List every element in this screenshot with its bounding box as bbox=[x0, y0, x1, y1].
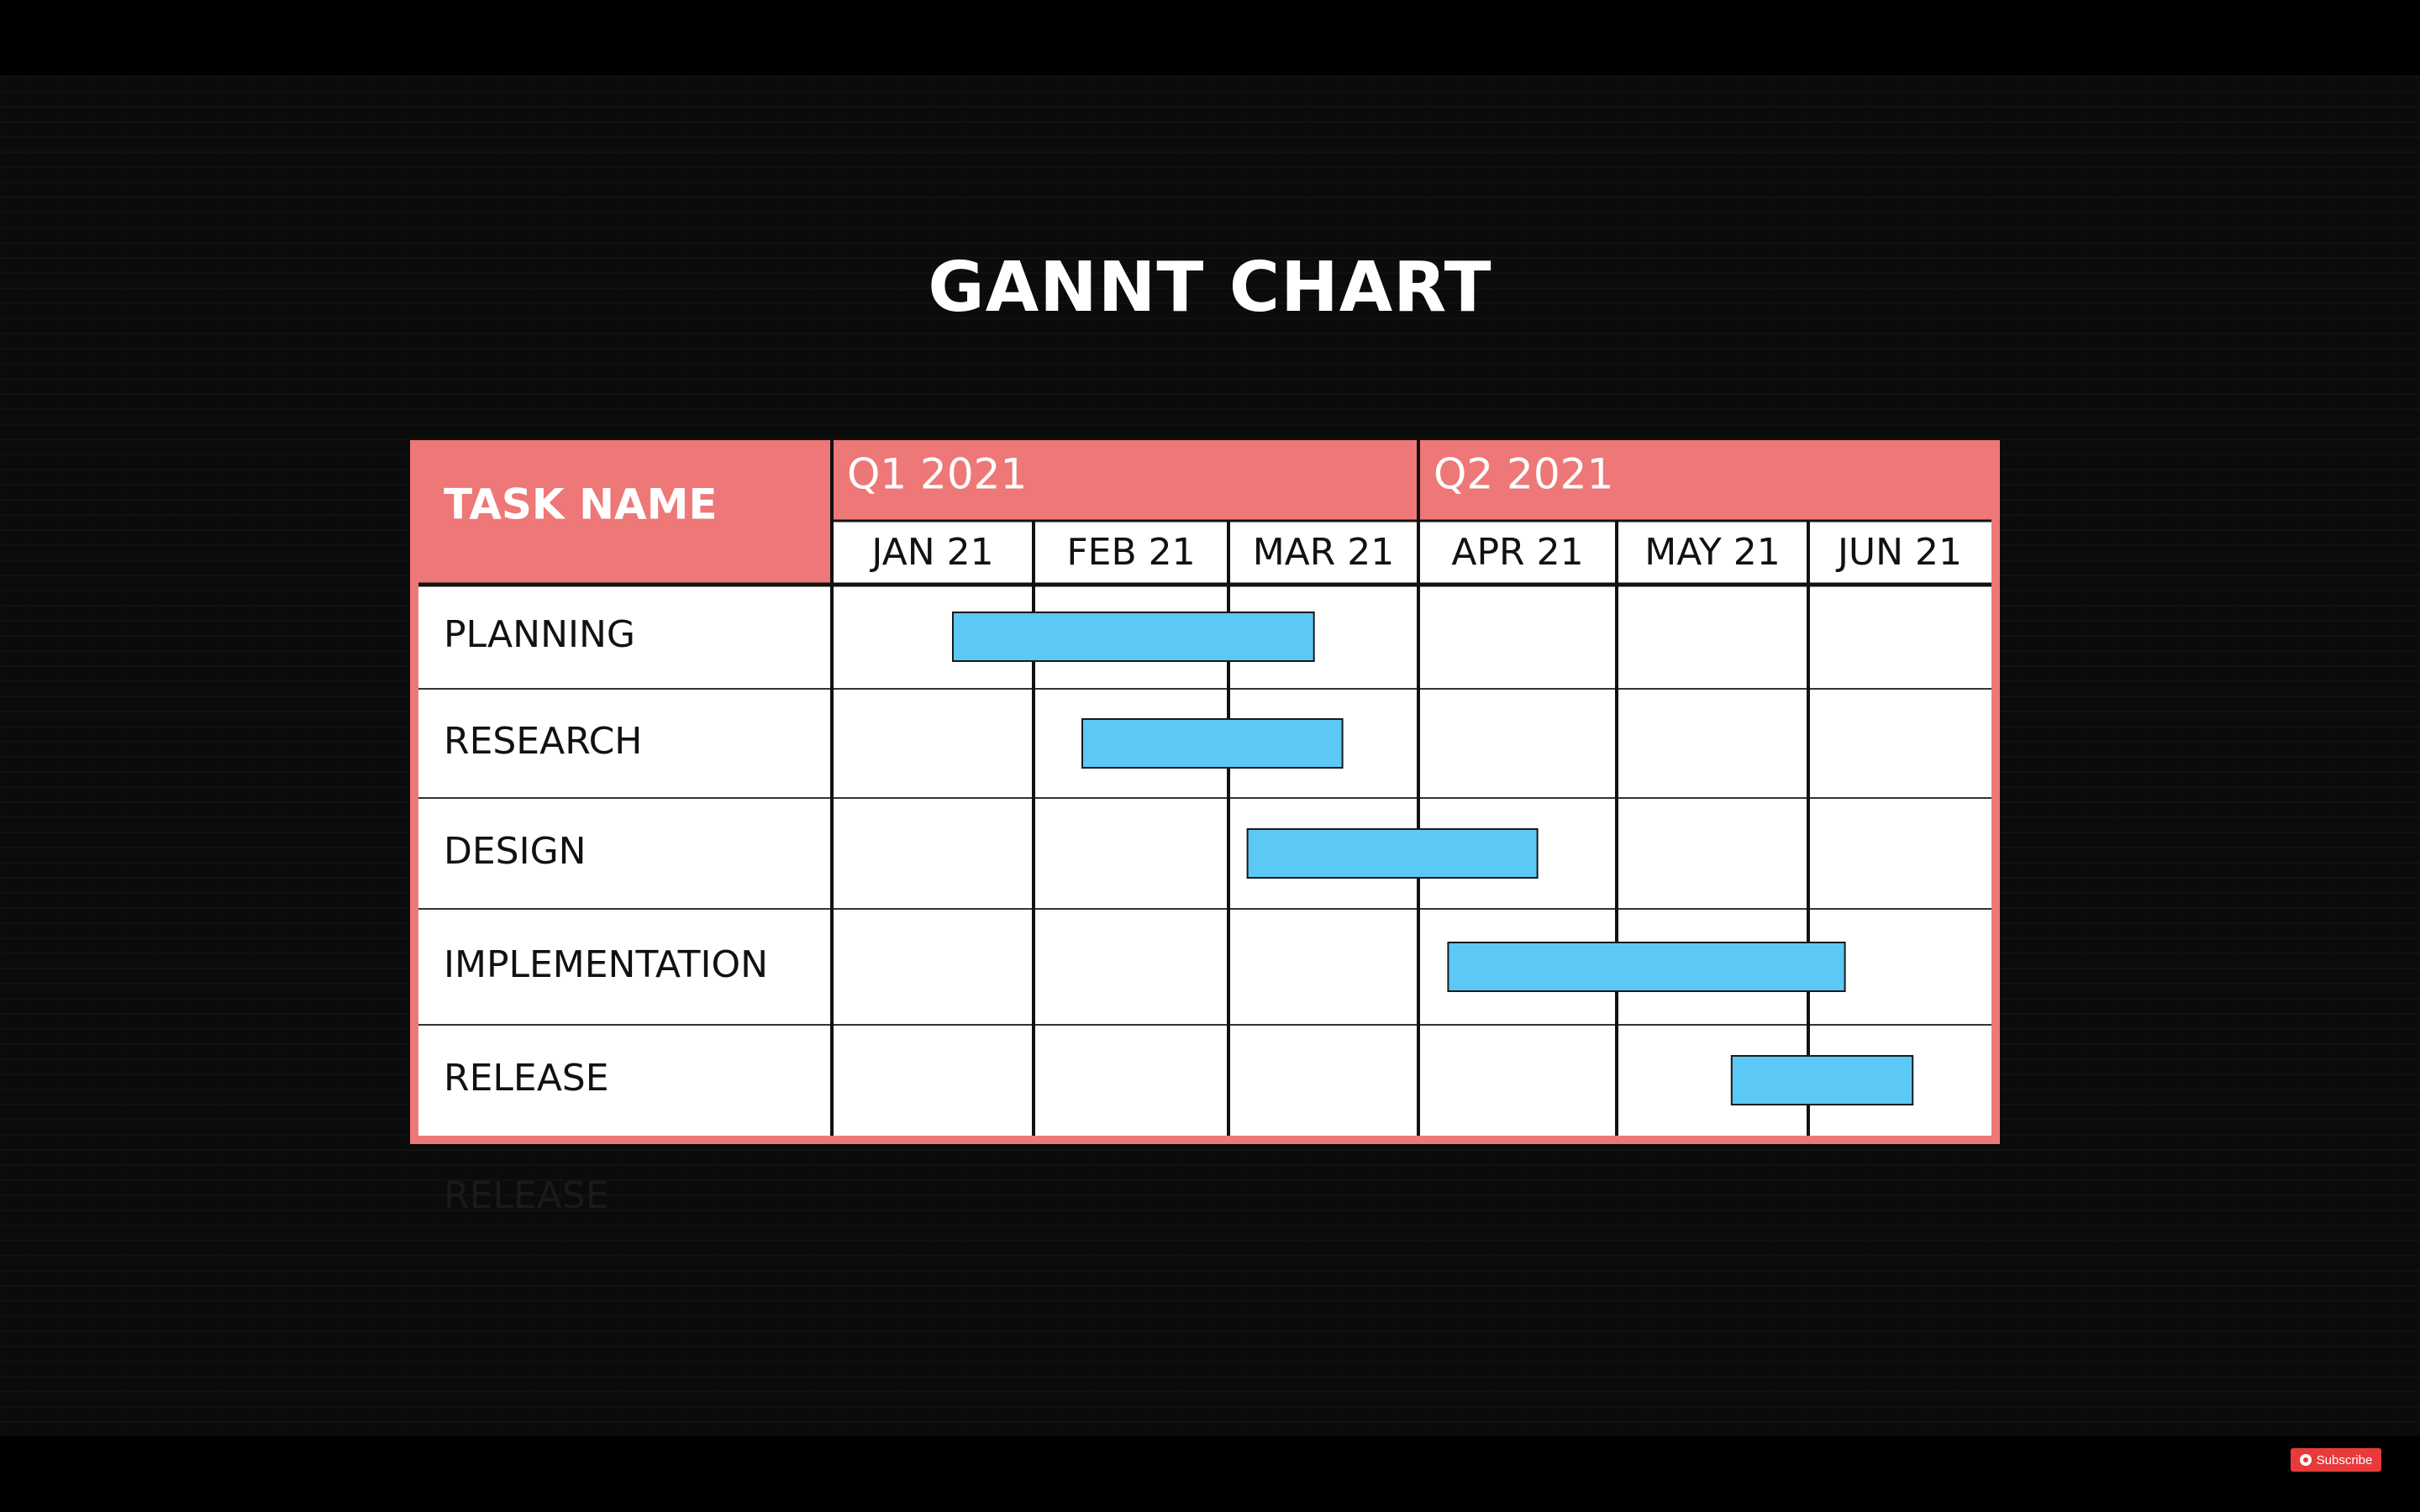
task-bar bbox=[952, 612, 1315, 662]
task-bar bbox=[1081, 718, 1344, 769]
month-label: APR 21 bbox=[1451, 531, 1583, 574]
ghost-label: RELEASE bbox=[444, 1174, 609, 1217]
chart-title: GANNT CHART bbox=[928, 248, 1492, 328]
task-label: RELEASE bbox=[444, 1057, 609, 1100]
task-name-header: TASK NAME bbox=[444, 480, 718, 529]
month-label: JAN 21 bbox=[869, 531, 993, 574]
subscribe-icon bbox=[2299, 1454, 2312, 1466]
month-label: MAY 21 bbox=[1644, 531, 1781, 574]
task-label: RESEARCH bbox=[444, 720, 642, 763]
subscribe-label: Subscribe bbox=[2316, 1452, 2373, 1467]
quarter-label: Q2 2021 bbox=[1434, 450, 1613, 499]
task-label: IMPLEMENTATION bbox=[444, 943, 768, 986]
month-label: FEB 21 bbox=[1066, 531, 1195, 574]
month-label: JUN 21 bbox=[1835, 531, 1962, 574]
subscribe-button[interactable]: Subscribe bbox=[2291, 1448, 2381, 1472]
month-label: MAR 21 bbox=[1253, 531, 1395, 574]
task-label: PLANNING bbox=[444, 613, 635, 656]
task-bar bbox=[1246, 828, 1539, 879]
task-bar bbox=[1730, 1055, 1914, 1105]
task-bar bbox=[1447, 942, 1846, 992]
task-label: DESIGN bbox=[444, 830, 587, 873]
gantt-task-area bbox=[418, 585, 832, 1136]
quarter-label: Q1 2021 bbox=[847, 450, 1027, 499]
